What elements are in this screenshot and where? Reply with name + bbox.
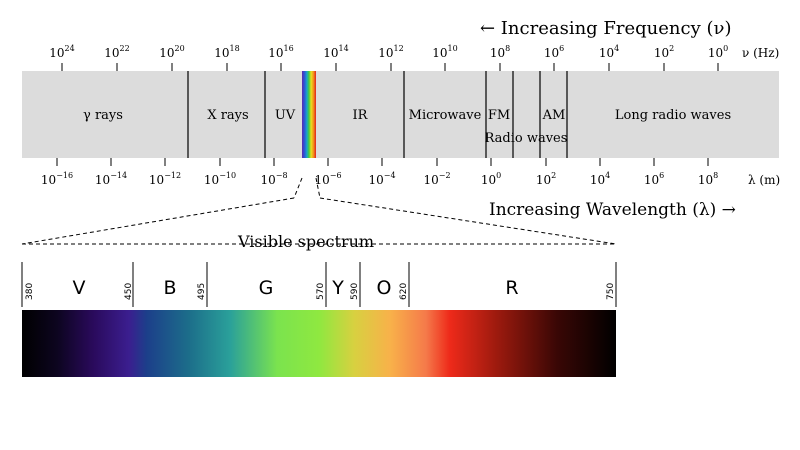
frequency-tick-label: 1018: [214, 44, 239, 60]
nm-label: 620: [399, 283, 409, 300]
wavelength-tick-label: 10−8: [260, 171, 287, 187]
nm-labels: 380 450 495 570 590 620 750: [25, 283, 616, 300]
wavelength-unit-label: λ (m): [748, 173, 780, 187]
wavelength-tick-label: 10−6: [314, 171, 341, 187]
frequency-tick-label: 1020: [159, 44, 184, 60]
frequency-tick-label: 100: [708, 44, 728, 60]
visible-strip: [302, 71, 316, 158]
frequency-tick-labels: 1024 1022 1020 1018 1016 1014 1012 1010 …: [49, 44, 728, 60]
visible-gradient-bar: [22, 310, 616, 377]
frequency-tick-label: 1014: [323, 44, 348, 60]
wavelength-tick-label: 10−4: [368, 171, 395, 187]
frequency-unit-label: ν (Hz): [742, 46, 779, 60]
wavelength-tick-label: 100: [481, 171, 501, 187]
wavelength-tick-label: 10−10: [204, 171, 236, 187]
band-label-gamma: γ rays: [83, 108, 123, 123]
nm-label: 380: [25, 283, 35, 300]
nm-label: 495: [197, 283, 207, 300]
zoom-lines: [21, 177, 617, 245]
wavelength-direction-label: Increasing Wavelength (λ) →: [489, 200, 736, 220]
color-letter-o: O: [377, 277, 392, 299]
nm-label: 750: [606, 283, 616, 300]
color-letter-g: G: [259, 277, 274, 299]
band-label-ir: IR: [353, 108, 369, 123]
wavelength-tick-label: 10−14: [95, 171, 127, 187]
frequency-tick-label: 1016: [268, 44, 293, 60]
frequency-tick-label: 1012: [378, 44, 403, 60]
wavelength-tick-marks: [56, 158, 709, 166]
band-label-fm: FM: [488, 108, 510, 123]
visible-boundaries: [21, 262, 617, 307]
band-label-xray: X rays: [207, 108, 248, 123]
band-dividers: [187, 71, 568, 158]
nm-label: 570: [316, 283, 326, 300]
band-label-radio-waves: Radio waves: [485, 131, 568, 146]
wavelength-tick-labels: 10−16 10−14 10−12 10−10 10−8 10−6 10−4 1…: [41, 171, 718, 187]
frequency-tick-label: 1024: [49, 44, 74, 60]
wavelength-tick-label: 10−12: [149, 171, 181, 187]
frequency-direction-label: ← Increasing Frequency (ν): [480, 18, 731, 39]
band-label-long-radio: Long radio waves: [615, 108, 731, 123]
nm-label: 450: [124, 283, 134, 300]
color-letter-r: R: [505, 277, 518, 299]
frequency-tick-label: 108: [490, 44, 510, 60]
wavelength-tick-label: 106: [644, 171, 664, 187]
frequency-tick-label: 1022: [104, 44, 129, 60]
band-label-uv: UV: [275, 108, 296, 123]
visible-spectrum-title: Visible spectrum: [237, 232, 374, 251]
nm-label: 590: [350, 283, 360, 300]
frequency-tick-label: 104: [599, 44, 619, 60]
wavelength-tick-label: 10−2: [423, 171, 450, 187]
color-letter-y: Y: [331, 277, 344, 299]
frequency-tick-marks: [61, 63, 719, 71]
frequency-tick-label: 102: [654, 44, 674, 60]
wavelength-tick-label: 102: [536, 171, 556, 187]
band-label-am: AM: [542, 108, 566, 123]
frequency-tick-label: 106: [544, 44, 564, 60]
frequency-tick-label: 1010: [432, 44, 457, 60]
band-label-microwave: Microwave: [409, 108, 482, 123]
color-letter-v: V: [73, 277, 86, 299]
wavelength-tick-label: 104: [590, 171, 610, 187]
color-letter-b: B: [163, 277, 176, 299]
color-letters: V B G Y O R: [73, 277, 519, 299]
wavelength-tick-label: 10−16: [41, 171, 73, 187]
spectrum-band: [22, 71, 779, 158]
wavelength-tick-label: 108: [698, 171, 718, 187]
